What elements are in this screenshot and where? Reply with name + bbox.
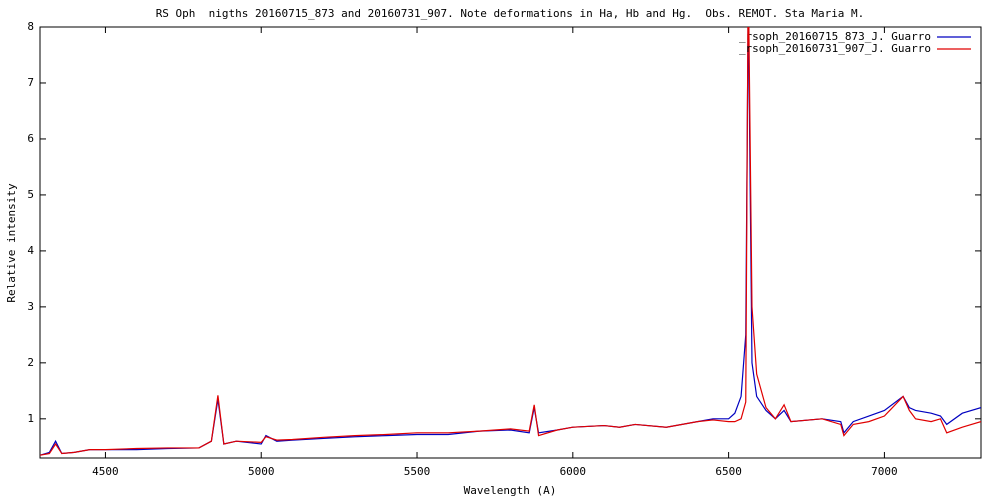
y-tick-label: 7 — [27, 76, 34, 89]
y-tick-label: 4 — [27, 244, 34, 257]
legend-label: _rsoph_20160731_907_J. Guarro — [739, 42, 931, 55]
y-tick-label: 5 — [27, 188, 34, 201]
spectrum-line — [40, 27, 981, 456]
y-tick-label: 6 — [27, 132, 34, 145]
x-tick-label: 7000 — [871, 465, 898, 478]
y-tick-label: 3 — [27, 300, 34, 313]
x-tick-label: 5500 — [404, 465, 431, 478]
legend-label: _rsoph_20160715_873_J. Guarro — [739, 30, 931, 43]
x-tick-label: 5000 — [248, 465, 275, 478]
x-tick-label: 4500 — [92, 465, 119, 478]
plot-border — [39, 26, 982, 459]
spectrum-line — [40, 27, 981, 456]
y-tick-label: 2 — [27, 356, 34, 369]
x-axis-label: Wavelength (A) — [464, 484, 557, 497]
x-tick-label: 6500 — [715, 465, 742, 478]
y-tick-label: 1 — [27, 412, 34, 425]
y-axis-label: Relative intensity — [5, 183, 18, 303]
chart-title: RS Oph nigths 20160715_873 and 20160731_… — [156, 7, 865, 20]
y-tick-label: 8 — [27, 20, 34, 33]
x-tick-label: 6000 — [560, 465, 587, 478]
